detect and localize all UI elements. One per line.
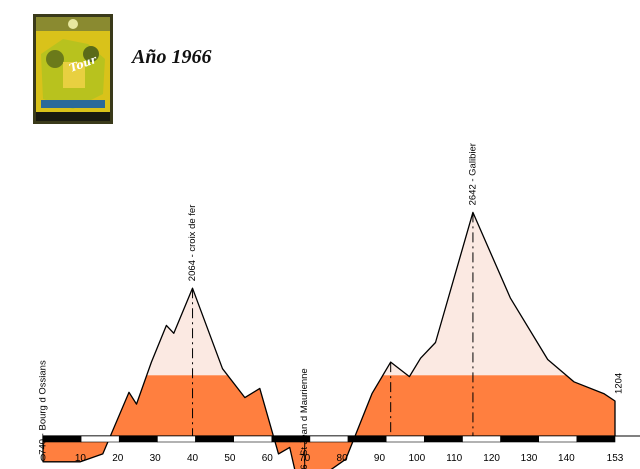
tick-label-3: 30 (150, 453, 162, 464)
axis-segment-11 (462, 435, 501, 443)
axis-segment-4 (195, 435, 234, 443)
tick-label-1: 10 (75, 453, 87, 464)
tick-label-15: 153 (607, 453, 624, 464)
tick-label-0: 0 (40, 453, 46, 464)
tick-label-8: 80 (337, 453, 349, 464)
axis-segment-0 (42, 435, 82, 443)
axis-segment-1 (80, 435, 120, 443)
snow-band (43, 212, 615, 376)
tick-label-7: 70 (299, 453, 311, 464)
marker-label-1: 2064 - croix de fer (187, 205, 198, 282)
marker-label-5: 1204 (614, 373, 625, 394)
tick-label-10: 100 (409, 453, 426, 464)
page-title: Año 1966 (132, 46, 212, 68)
axis-segment-12 (500, 435, 540, 443)
marker-label-4: 2642 - Galibier (467, 143, 478, 205)
profile-layer (42, 211, 616, 469)
marker-layer: 740 - Bourg d Ossians 2064 - croix de fer… (38, 143, 625, 469)
profile-outline (42, 211, 616, 469)
axis-segment-13 (538, 435, 578, 443)
axis-segment-10 (423, 435, 463, 443)
tick-label-2: 20 (112, 453, 124, 464)
dvd-cover: Tour (33, 14, 113, 124)
marker-label-2: 546 - St Jean d Maurienne (299, 368, 310, 469)
tick-label-14: 140 (558, 453, 575, 464)
tick-label-12: 120 (483, 453, 500, 464)
axis-segment-2 (119, 435, 158, 443)
axis-segment-5 (233, 435, 273, 443)
axis-segment-14 (576, 435, 616, 443)
axis-segment-8 (347, 435, 387, 443)
tick-label-5: 50 (224, 453, 236, 464)
axis-segment-3 (157, 435, 196, 443)
distance-axis: 0 10 20 30 40 50 60 70 80 90 100 110 120 130 140 153 (40, 435, 640, 464)
tick-label-4: 40 (187, 453, 199, 464)
marker-label-0: 740 - Bourg d Ossians (38, 360, 49, 455)
axis-segment-6 (271, 435, 311, 443)
tick-label-6: 60 (262, 453, 274, 464)
axis-segment-7 (309, 435, 349, 443)
tick-label-13: 130 (521, 453, 538, 464)
dvd-cover-image: Tour (33, 14, 113, 124)
tick-label-11: 110 (446, 453, 462, 464)
axis-segment-9 (385, 435, 425, 443)
tick-label-9: 90 (374, 453, 386, 464)
